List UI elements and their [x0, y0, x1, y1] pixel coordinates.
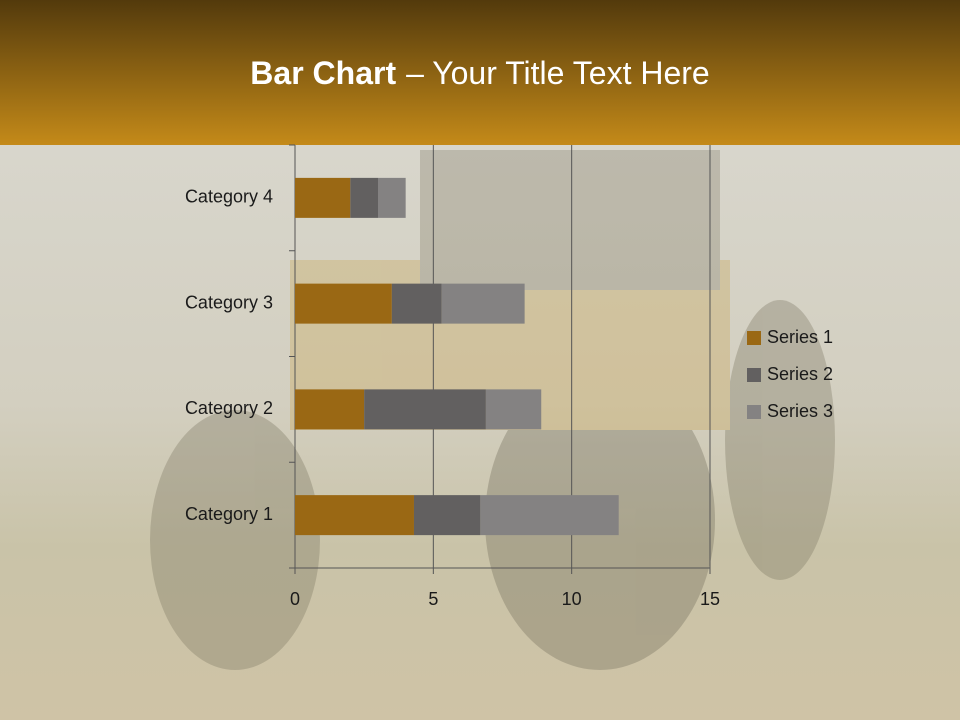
slide-title: Bar Chart – Your Title Text Here — [250, 55, 709, 91]
bar-segment — [295, 283, 392, 324]
legend-swatch — [747, 405, 761, 419]
bar-segment — [295, 495, 414, 536]
chart: 0 5 10 15 Category 1 Category 2 Category 3 Cate… — [185, 144, 833, 609]
bar-segment — [480, 495, 619, 536]
title-bold: Bar Chart — [250, 55, 396, 91]
bar-segment — [295, 177, 351, 218]
bar-segment — [364, 389, 486, 430]
y-tick-label: Category 2 — [185, 398, 273, 418]
bar-segment — [350, 177, 378, 218]
legend-label: Series 1 — [767, 327, 833, 347]
bar-segment — [378, 177, 406, 218]
bar-segment — [413, 495, 481, 536]
tractor-silhouette — [150, 150, 835, 670]
background-photo — [0, 145, 960, 720]
bar-segment — [441, 283, 525, 324]
x-tick-label: 10 — [562, 589, 582, 609]
y-tick-label: Category 3 — [185, 292, 273, 312]
y-tick-label: Category 1 — [185, 504, 273, 524]
header-band — [0, 0, 960, 145]
legend-swatch — [747, 368, 761, 382]
y-tick-label: Category 4 — [185, 187, 273, 207]
x-tick-label: 0 — [290, 589, 300, 609]
legend-swatch — [747, 331, 761, 345]
legend-label: Series 2 — [767, 364, 833, 384]
bar-segment — [295, 389, 365, 430]
title-rest: – Your Title Text Here — [406, 55, 710, 91]
x-tick-label: 5 — [428, 589, 438, 609]
bar-segment — [391, 283, 442, 324]
legend-label: Series 3 — [767, 401, 833, 421]
bar-segment — [485, 389, 542, 430]
x-tick-label: 15 — [700, 589, 720, 609]
